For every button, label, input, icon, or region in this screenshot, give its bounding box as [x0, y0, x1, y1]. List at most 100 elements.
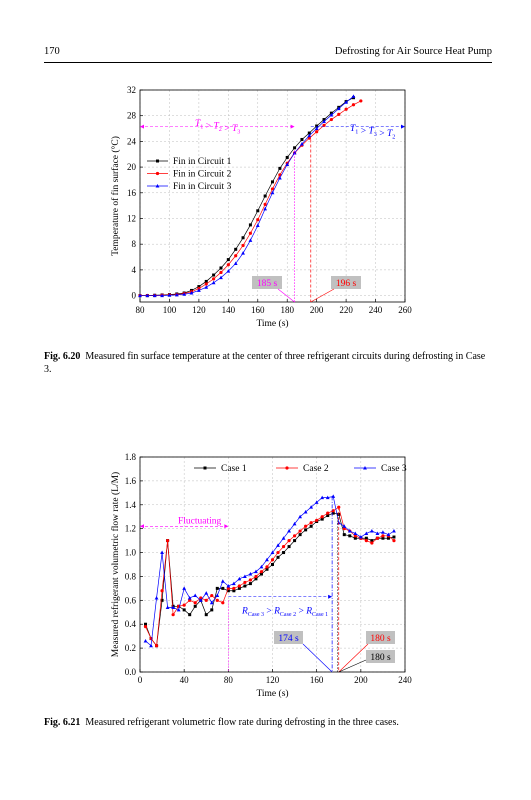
data-point: [226, 586, 230, 590]
data-point: [160, 293, 164, 298]
data-point: [353, 536, 357, 540]
x-tick-label: 80: [224, 675, 234, 685]
data-point: [263, 194, 267, 198]
x-tick-label: 160: [310, 675, 324, 685]
data-point: [270, 187, 275, 191]
data-point: [287, 539, 291, 543]
data-point: [215, 593, 220, 598]
data-point: [248, 231, 253, 235]
caption-text: Measured fin surface temperature at the …: [44, 351, 486, 375]
caption-text: Measured refrigerant volumetric flow rat…: [85, 717, 399, 728]
callout-185: 185 s: [257, 279, 278, 289]
legend: Case 1 Case 2 Case 3: [194, 464, 407, 474]
data-point: [259, 570, 264, 574]
series-line: [145, 512, 395, 647]
data-point: [278, 173, 282, 177]
data-point: [285, 162, 290, 167]
data-point: [307, 136, 311, 140]
data-point: [282, 551, 286, 555]
data-point: [254, 569, 258, 574]
y-tick-label: 1.4: [125, 500, 137, 510]
callout-box-180: [366, 650, 395, 663]
data-point: [386, 532, 391, 537]
data-point: [241, 243, 245, 248]
fin-temperature-chart: 80 100 120 140 160 180 200 220 240 260 0 4 8 12 16 20 24…: [110, 85, 412, 329]
y-tick-label: 0.2: [125, 643, 136, 653]
data-point: [293, 539, 297, 543]
x-tick-label: 40: [180, 675, 190, 685]
data-point: [303, 509, 308, 514]
data-point: [212, 277, 216, 281]
data-point: [392, 539, 396, 543]
data-point: [248, 578, 253, 582]
y-tick-label: 0.0: [125, 667, 137, 677]
data-point: [255, 223, 260, 228]
data-point: [298, 514, 303, 519]
data-point: [254, 577, 258, 581]
data-point: [259, 572, 263, 576]
data-point: [193, 601, 197, 605]
data-point: [320, 515, 324, 519]
legend: Fin in Circuit 1 Fin in Circuit 2 Fin in C…: [147, 157, 232, 192]
legend-entry: Case 1: [221, 464, 247, 474]
data-point: [392, 529, 396, 533]
data-point: [189, 291, 194, 295]
data-point: [293, 146, 297, 150]
x-tick-label: 240: [369, 305, 383, 315]
x-tick-label: 200: [310, 305, 324, 315]
data-point: [174, 292, 179, 297]
data-point: [212, 273, 216, 277]
y-tick-label: 1.8: [125, 452, 137, 462]
arrow-head: [140, 124, 144, 129]
data-point: [304, 528, 308, 532]
data-point: [219, 275, 223, 280]
data-point: [358, 535, 363, 539]
callout-174: 174 s: [278, 634, 299, 644]
y-tick-label: 1.0: [125, 548, 137, 558]
data-point: [160, 589, 164, 593]
data-point: [154, 644, 159, 648]
data-point: [342, 524, 347, 528]
data-point: [241, 236, 245, 240]
data-point: [204, 285, 209, 289]
data-point: [193, 593, 198, 598]
data-point: [215, 598, 219, 602]
data-point: [309, 524, 313, 528]
callout-box-185: [252, 276, 282, 289]
data-point: [336, 106, 341, 111]
data-point: [351, 103, 356, 107]
arrow-head: [328, 594, 333, 599]
data-point: [237, 576, 242, 581]
data-point: [298, 533, 302, 537]
data-point: [145, 293, 150, 298]
x-tick-label: 240: [398, 675, 412, 685]
y-axis-label: Measured refrigerant volumetric flow rat…: [110, 472, 121, 657]
y-tick-label: 32: [127, 85, 136, 95]
callout-arrow: [310, 288, 335, 303]
legend-marker: [155, 184, 160, 188]
y-tick-label: 4: [132, 265, 137, 275]
data-point: [265, 557, 269, 562]
series-line: [145, 506, 395, 647]
callout-box-196: [331, 276, 361, 289]
series-3: [138, 94, 356, 298]
data-point: [219, 270, 223, 275]
data-point: [315, 124, 319, 128]
data-point: [143, 638, 148, 643]
data-point: [232, 586, 236, 590]
data-point: [300, 141, 304, 146]
data-point: [237, 586, 241, 590]
data-point: [160, 598, 164, 602]
data-point: [265, 567, 269, 571]
data-point: [265, 565, 269, 569]
y-tick-label: 0.4: [125, 619, 137, 629]
y-tick-label: 16: [127, 188, 137, 198]
data-point: [237, 584, 241, 588]
data-point: [234, 247, 238, 251]
data-point: [329, 117, 333, 122]
axis-ticks: 80 100 120 140 160 180 200 220 240 260 0 4 8 12 16 20 24…: [127, 85, 412, 315]
data-point: [234, 254, 238, 258]
data-point: [242, 574, 247, 578]
grid-lines: [139, 89, 406, 302]
data-point: [171, 613, 175, 617]
